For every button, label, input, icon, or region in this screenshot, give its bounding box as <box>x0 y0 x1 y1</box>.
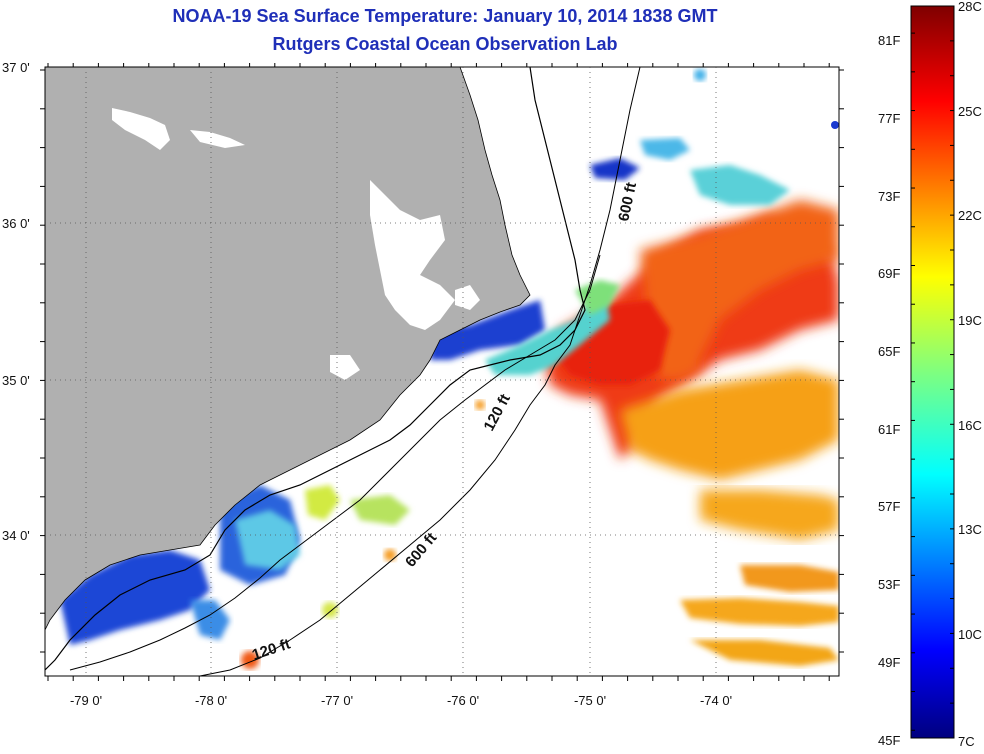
fahrenheit-label: 69F <box>878 266 900 281</box>
fahrenheit-label: 49F <box>878 655 900 670</box>
map-border <box>44 66 840 677</box>
fahrenheit-label: 81F <box>878 33 900 48</box>
bathymetry-contours <box>69 67 641 676</box>
fahrenheit-label: 57F <box>878 499 900 514</box>
fahrenheit-label: 65F <box>878 344 900 359</box>
figure-subtitle: Rutgers Coastal Ocean Observation Lab <box>272 34 618 54</box>
contour-600ft-north <box>199 67 641 676</box>
fahrenheit-label: 73F <box>878 189 900 204</box>
sst-data-layer <box>60 69 839 669</box>
celsius-label: 19C <box>958 313 982 328</box>
lat-tick-label: 35 0' <box>2 373 30 388</box>
figure-title: NOAA-19 Sea Surface Temperature: January… <box>172 6 718 26</box>
lat-tick-label: 34 0' <box>2 528 30 543</box>
land-mass <box>45 67 531 631</box>
inland-waters <box>112 108 480 380</box>
lon-tick-label: -78 0' <box>195 693 227 708</box>
fahrenheit-label: 77F <box>878 111 900 126</box>
contour-120ft <box>69 254 601 671</box>
colorbar-ticks <box>911 5 954 739</box>
map-content <box>45 67 839 676</box>
lon-tick-label: -79 0' <box>70 693 102 708</box>
temperature-colorbar <box>910 5 955 739</box>
fahrenheit-label: 61F <box>878 422 900 437</box>
lon-tick-label: -75 0' <box>574 693 606 708</box>
celsius-label: 22C <box>958 208 982 223</box>
outer-banks-coastline <box>45 67 586 671</box>
lon-tick-label: -74 0' <box>700 693 732 708</box>
celsius-label: 7C <box>958 734 975 749</box>
lat-tick-label: 36 0' <box>2 216 30 231</box>
celsius-label: 13C <box>958 522 982 537</box>
lon-tick-label: -77 0' <box>321 693 353 708</box>
celsius-label: 25C <box>958 104 982 119</box>
fahrenheit-label: 53F <box>878 577 900 592</box>
celsius-label: 16C <box>958 418 982 433</box>
axis-ticks <box>40 63 844 681</box>
celsius-label: 10C <box>958 627 982 642</box>
lon-tick-label: -76 0' <box>447 693 479 708</box>
lat-tick-label: 37 0' <box>2 60 30 75</box>
celsius-label: 28C <box>958 0 982 14</box>
fahrenheit-label: 45F <box>878 733 900 748</box>
